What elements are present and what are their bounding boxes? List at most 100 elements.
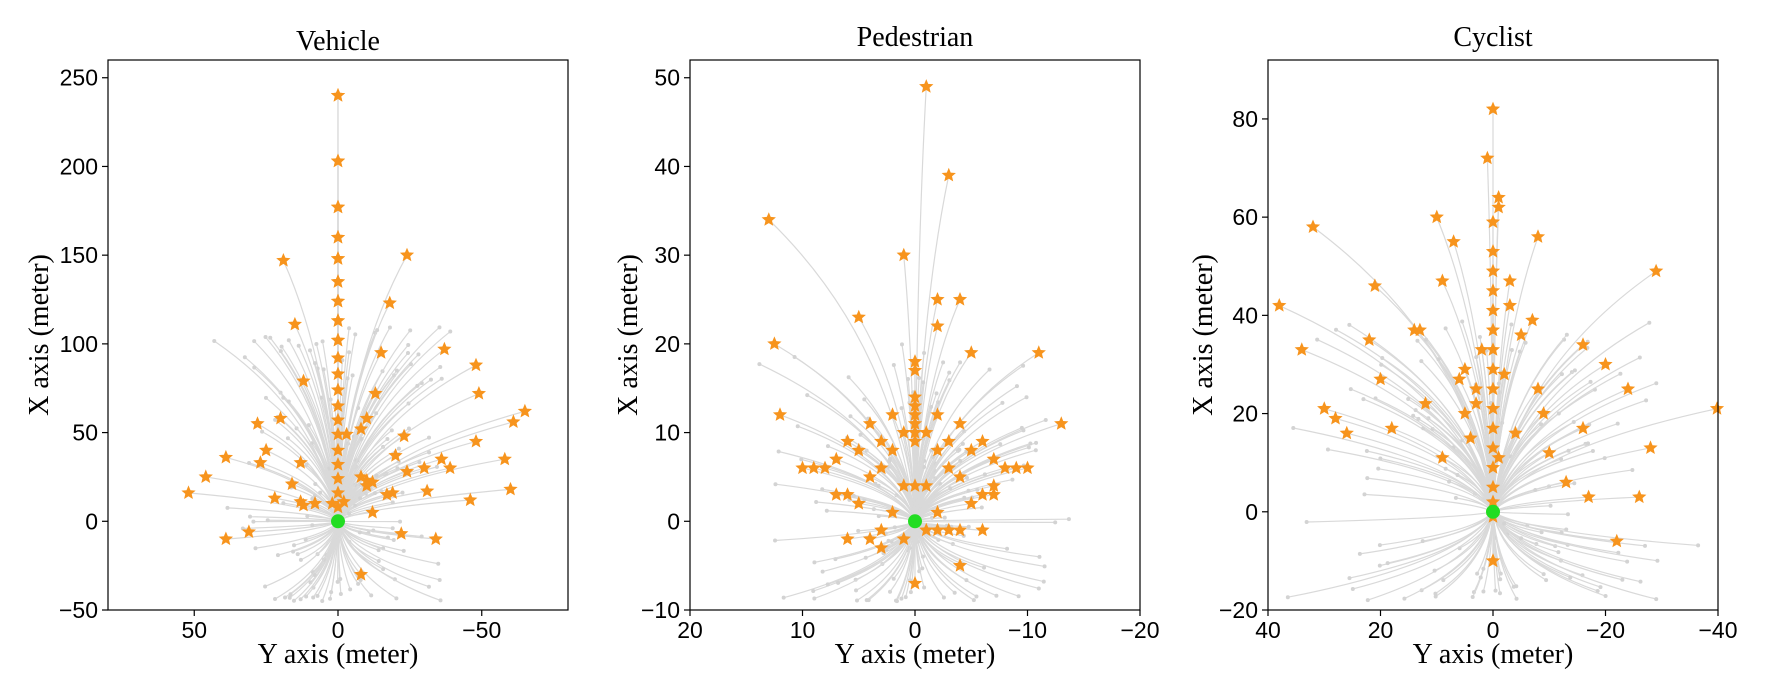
trajectory-point xyxy=(347,350,352,355)
trajectory-line xyxy=(914,520,925,589)
trajectory-point xyxy=(812,596,817,601)
trajectory-point xyxy=(1377,543,1382,548)
trajectory-point xyxy=(812,560,817,565)
y-tick-label: 20 xyxy=(654,331,680,357)
trajectory-point xyxy=(899,342,904,347)
endpoint-star xyxy=(941,460,956,475)
y-tick-label: 60 xyxy=(1232,204,1258,230)
endpoint-star xyxy=(1469,396,1484,410)
endpoint-star xyxy=(330,332,346,347)
trajectory-point xyxy=(298,557,303,562)
endpoint-star xyxy=(198,469,213,483)
trajectory-point xyxy=(1377,563,1382,568)
endpoint-star xyxy=(885,407,900,421)
endpoint-markers xyxy=(761,79,1069,590)
trajectory-line xyxy=(187,492,339,522)
endpoint-star xyxy=(296,497,311,512)
endpoint-star xyxy=(218,531,233,546)
trajectory-point xyxy=(1066,517,1071,522)
endpoint-star xyxy=(907,575,923,590)
trajectory-line xyxy=(914,518,1070,522)
endpoint-star xyxy=(1575,420,1591,435)
trajectory-line xyxy=(337,438,363,522)
endpoint-star xyxy=(919,425,934,439)
endpoint-star xyxy=(840,531,855,546)
endpoint-star xyxy=(330,229,346,244)
y-ticks: −50 0 50 100 150 200 250 xyxy=(59,65,108,623)
trajectory-point xyxy=(1502,521,1507,526)
endpoint-star xyxy=(896,531,911,546)
trajectory-point xyxy=(376,559,381,564)
y-tick-label: 0 xyxy=(85,508,98,534)
trajectory-point xyxy=(1419,359,1424,364)
trajectory-point xyxy=(1021,363,1026,368)
trajectory-point xyxy=(941,595,946,600)
trajectory-point xyxy=(851,493,856,498)
trajectory-line xyxy=(264,520,339,588)
trajectory-point xyxy=(437,325,442,330)
trajectory-point xyxy=(338,576,343,581)
trajectory-line xyxy=(1492,511,1699,547)
trajectory-point xyxy=(394,368,399,373)
trajectory-line xyxy=(337,520,430,588)
trajectory-point xyxy=(962,495,967,500)
endpoint-star xyxy=(273,410,288,425)
endpoint-star xyxy=(307,496,323,510)
trajectory-line xyxy=(914,520,1056,524)
endpoint-star xyxy=(293,455,308,469)
endpoint-star xyxy=(1457,406,1472,420)
trajectory-line xyxy=(914,402,1004,522)
endpoint-star xyxy=(330,398,346,412)
trajectory-point xyxy=(438,598,443,603)
trajectory-point xyxy=(1028,441,1033,446)
trajectory-point xyxy=(1357,551,1362,556)
y-tick-label: 80 xyxy=(1232,106,1258,132)
trajectory-point xyxy=(313,481,318,486)
trajectory-point xyxy=(814,499,819,504)
endpoint-star xyxy=(930,292,945,306)
y-axis-label: X axis (meter) xyxy=(1188,254,1219,416)
endpoint-star xyxy=(267,490,282,505)
endpoint-star xyxy=(1031,345,1046,359)
trajectory-line xyxy=(855,520,916,592)
endpoint-star xyxy=(330,426,346,441)
trajectory-line xyxy=(323,368,339,522)
endpoint-markers xyxy=(181,88,532,581)
trajectory-point xyxy=(906,377,911,382)
trajectory-point xyxy=(1470,594,1475,599)
trajectory-point xyxy=(1432,568,1437,573)
endpoint-star xyxy=(1294,342,1309,356)
trajectory-point xyxy=(974,594,979,599)
trajectory-point xyxy=(1436,357,1441,362)
endpoint-star xyxy=(1429,209,1444,224)
trajectory-point xyxy=(275,553,280,558)
trajectory-point xyxy=(773,538,778,543)
endpoint-star xyxy=(1559,474,1574,489)
trajectory-point xyxy=(281,501,286,506)
endpoint-star xyxy=(428,531,443,546)
endpoint-star xyxy=(1435,450,1450,464)
y-tick-label: −50 xyxy=(59,597,98,623)
endpoint-star xyxy=(874,522,889,537)
endpoint-star xyxy=(330,485,346,499)
endpoint-star xyxy=(1412,322,1427,337)
trajectory-point xyxy=(1519,536,1524,541)
endpoint-star xyxy=(1469,381,1484,396)
trajectory-point xyxy=(773,482,778,487)
trajectory-point xyxy=(1361,397,1366,402)
endpoint-star xyxy=(795,460,810,475)
y-tick-label: 40 xyxy=(1232,302,1258,328)
trajectory-point xyxy=(1285,595,1290,600)
endpoint-star xyxy=(1485,322,1501,337)
x-tick-label: 0 xyxy=(1487,617,1500,643)
trajectory-point xyxy=(1654,381,1659,386)
trajectory-point xyxy=(408,362,413,367)
trajectory-line xyxy=(1492,412,1560,513)
endpoint-star xyxy=(330,153,346,168)
trajectory-point xyxy=(891,576,896,581)
trajectory-line xyxy=(914,520,945,599)
endpoint-star xyxy=(1632,489,1647,504)
trajectory-point xyxy=(356,581,361,586)
trajectory-point xyxy=(957,447,962,452)
trajectory-point xyxy=(876,483,881,488)
